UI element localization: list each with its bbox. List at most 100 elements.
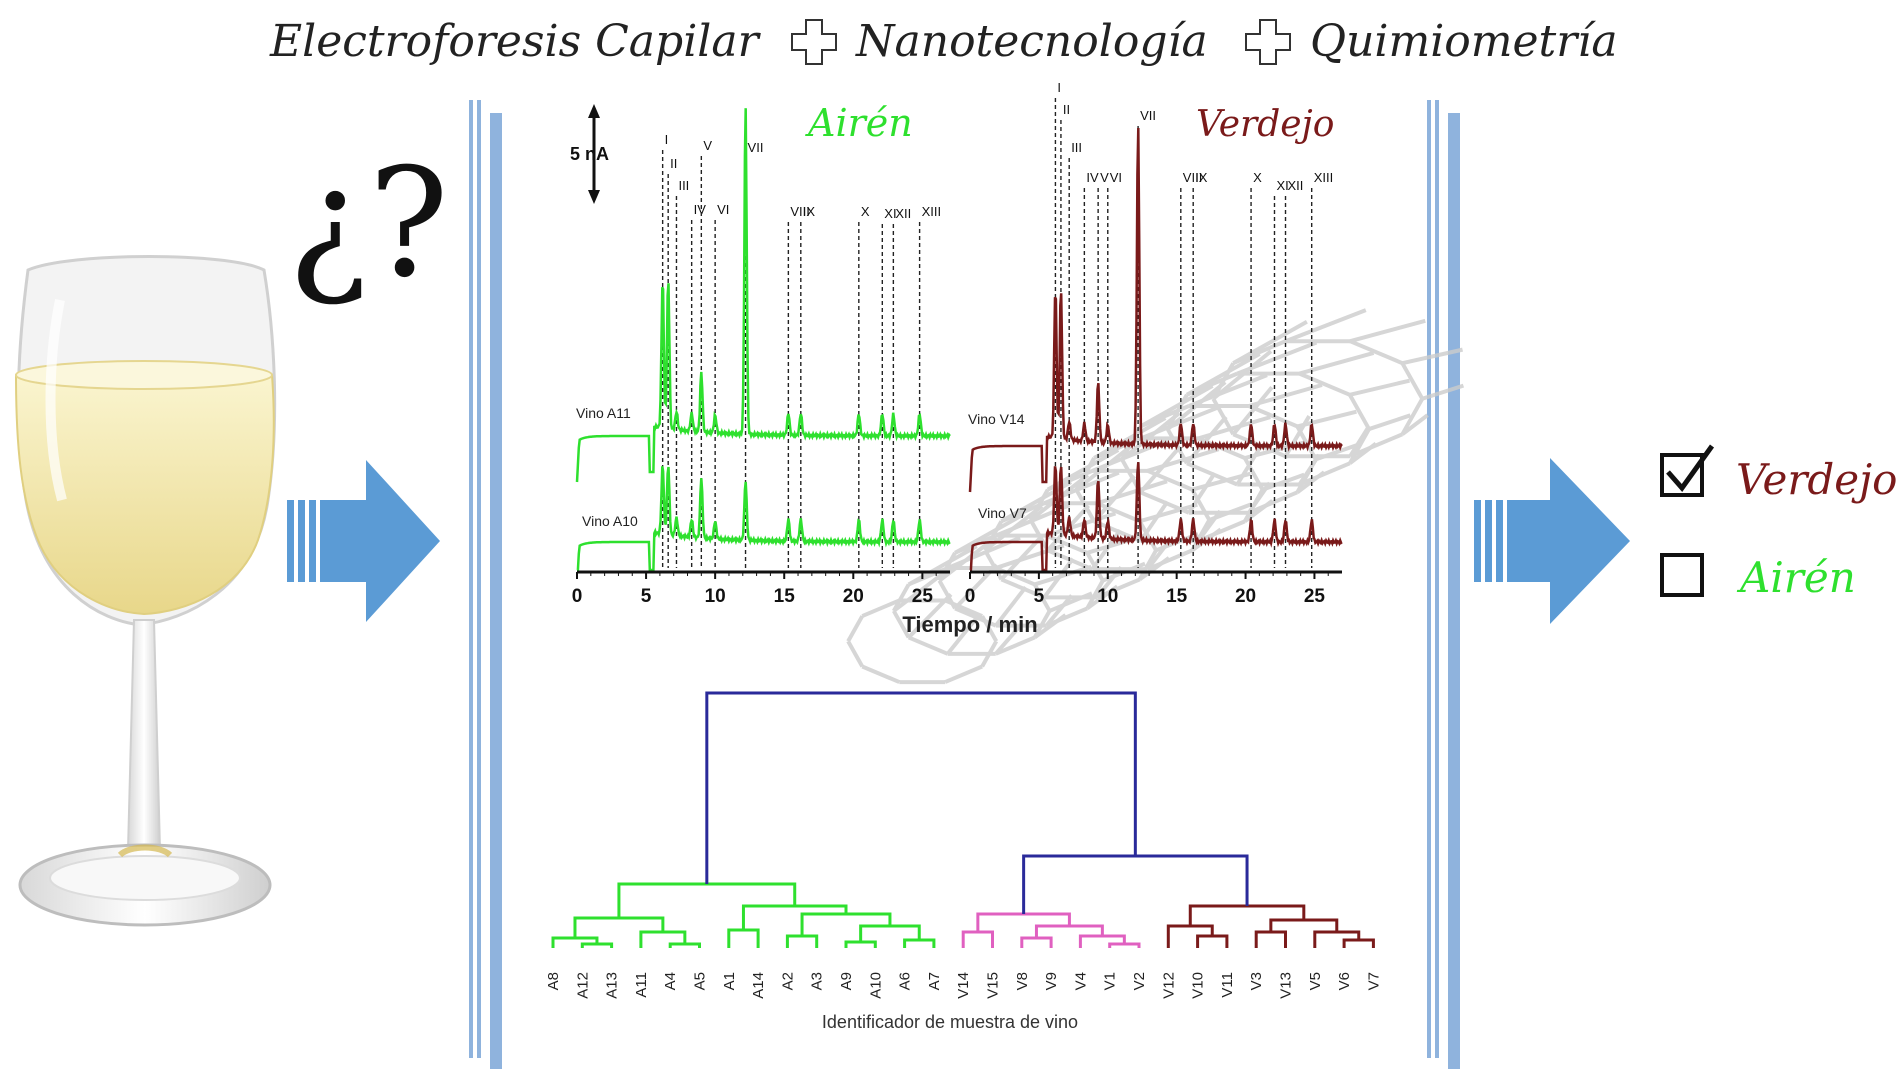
nanotube-edge [954,512,1025,555]
header-electroforesis: Electroforesis Capilar [269,16,762,67]
dendrogram-leaf-label: A12 [574,972,591,999]
dendrogram-leaf-label: A13 [604,972,621,999]
dendrogram-x-label: Identificador de muestra de vino [822,1012,1078,1032]
nanotube-edge [1085,579,1105,610]
result-verdejo-label: Verdejo [1736,455,1897,504]
nanotube-edge [907,635,949,656]
nanotube-edge [1137,549,1158,581]
peak-label: IV [694,202,707,217]
dendrogram-leaf-label: A9 [838,972,855,990]
peak-label: II [1063,102,1070,117]
nanotube-edge [1096,501,1141,524]
peak-label: IX [1195,170,1208,185]
nanotube-edge [995,543,1065,570]
dendrogram-leaf-label: V9 [1043,972,1060,990]
nanotube-edge [861,664,901,684]
input-arrow-icon [287,460,440,622]
nanotube-edge [1033,613,1067,640]
dendrogram-leaf-label: V6 [1336,972,1353,990]
nanotube-edge [1085,551,1105,582]
checkmark-icon [1666,444,1715,493]
nanotube-edge [1146,468,1194,492]
peak-label: VII [1140,108,1156,123]
dendrogram-leaf-label: A10 [867,972,884,999]
nanotube-edge [1090,528,1122,571]
panel-border-left [469,100,502,1069]
peak-label: VII [748,140,764,155]
nanotube-edge [1191,471,1251,492]
peak-label: V [703,138,712,153]
nanotube-edge [994,585,1028,627]
dendrogram-branch [785,934,819,948]
nanotube-edge [846,640,865,668]
dendrogram-branch [573,916,665,938]
verdejo-trace-top [968,127,1343,493]
header-quimiometria: Quimiometría [1310,16,1618,67]
peak-label: XIII [922,204,942,219]
peak-label: III [1071,140,1082,155]
nanotube-edge [994,635,1036,656]
nanotube-edge [1147,447,1220,473]
nanotube-edge [1243,488,1265,523]
scale-bar-label: 5 nA [570,144,609,164]
nanotube-edge [1185,352,1261,397]
nanotube-edge [1349,339,1404,366]
checkbox-verdejo[interactable] [1660,444,1715,497]
nanotube-edge [1348,428,1371,465]
dendrogram-branch [639,930,687,948]
nanotube-edge [1284,308,1367,344]
x-tick-label: 20 [1235,586,1256,607]
nanotube-edge [1261,472,1305,492]
peak-label: XII [895,206,911,221]
nanotube-edge [1032,609,1052,639]
wine-glass-icon [14,255,277,927]
nanotube-edge [1401,347,1463,366]
nanotube-edge [1044,594,1074,627]
peak-label: V [1100,170,1109,185]
x-tick-label: 10 [1097,586,1118,607]
airen-title: Airén [805,101,913,145]
peak-label: II [670,156,677,171]
nanotube-edge [1137,520,1158,552]
dendrogram-branch [844,940,877,948]
x-tick-label: 15 [1166,586,1188,607]
nanotube-edge [1236,340,1318,376]
dendrogram-branch [976,912,1071,932]
nanotube-edge [1243,499,1274,523]
peak-label: IX [803,204,816,219]
peak-label: XI [884,206,896,221]
nanotube-edge [1401,413,1429,436]
x-tick-label: 10 [705,586,726,607]
nanotube-edge [892,566,952,613]
dendrogram-branch [741,904,848,930]
nanotube-edge [1045,533,1088,555]
nanotube-edge [1243,457,1265,491]
dendrogram-branch [727,928,760,948]
dendrogram-branch [1108,942,1141,948]
dendrogram-leaf-label: A14 [750,972,767,999]
dendrogram-leaf-label: V10 [1190,972,1207,999]
nanotube-edge [1045,511,1117,538]
nanotube-edge [1232,320,1308,365]
header-nanotecnologia: Nanotecnología [855,16,1208,67]
x-tick-label: 15 [774,586,796,607]
dendrogram-branch [705,691,1137,884]
nanotube-edge [1298,350,1375,376]
output-arrow-icon [1474,458,1630,624]
x-tick-label: 5 [641,586,652,607]
peak-label: VIII [790,204,810,219]
x-tick-label: 0 [965,586,976,607]
checkbox-airen[interactable] [1660,553,1704,597]
dendrogram-leaf-label: A1 [721,972,738,990]
nanotube-edge [1190,519,1212,552]
x-tick-label: 0 [572,586,583,607]
plus-icon [1245,19,1291,65]
nanotube-edge [994,622,1024,656]
panel-border-right [1427,100,1460,1069]
nanotube-edge [1139,384,1214,429]
nanotube-edge [1208,502,1252,522]
nanotube-edge [1197,415,1271,441]
trace-label-v14: Vino V14 [968,411,1025,427]
dendrogram-branch [1188,904,1306,926]
nanotube-edge [980,615,999,643]
